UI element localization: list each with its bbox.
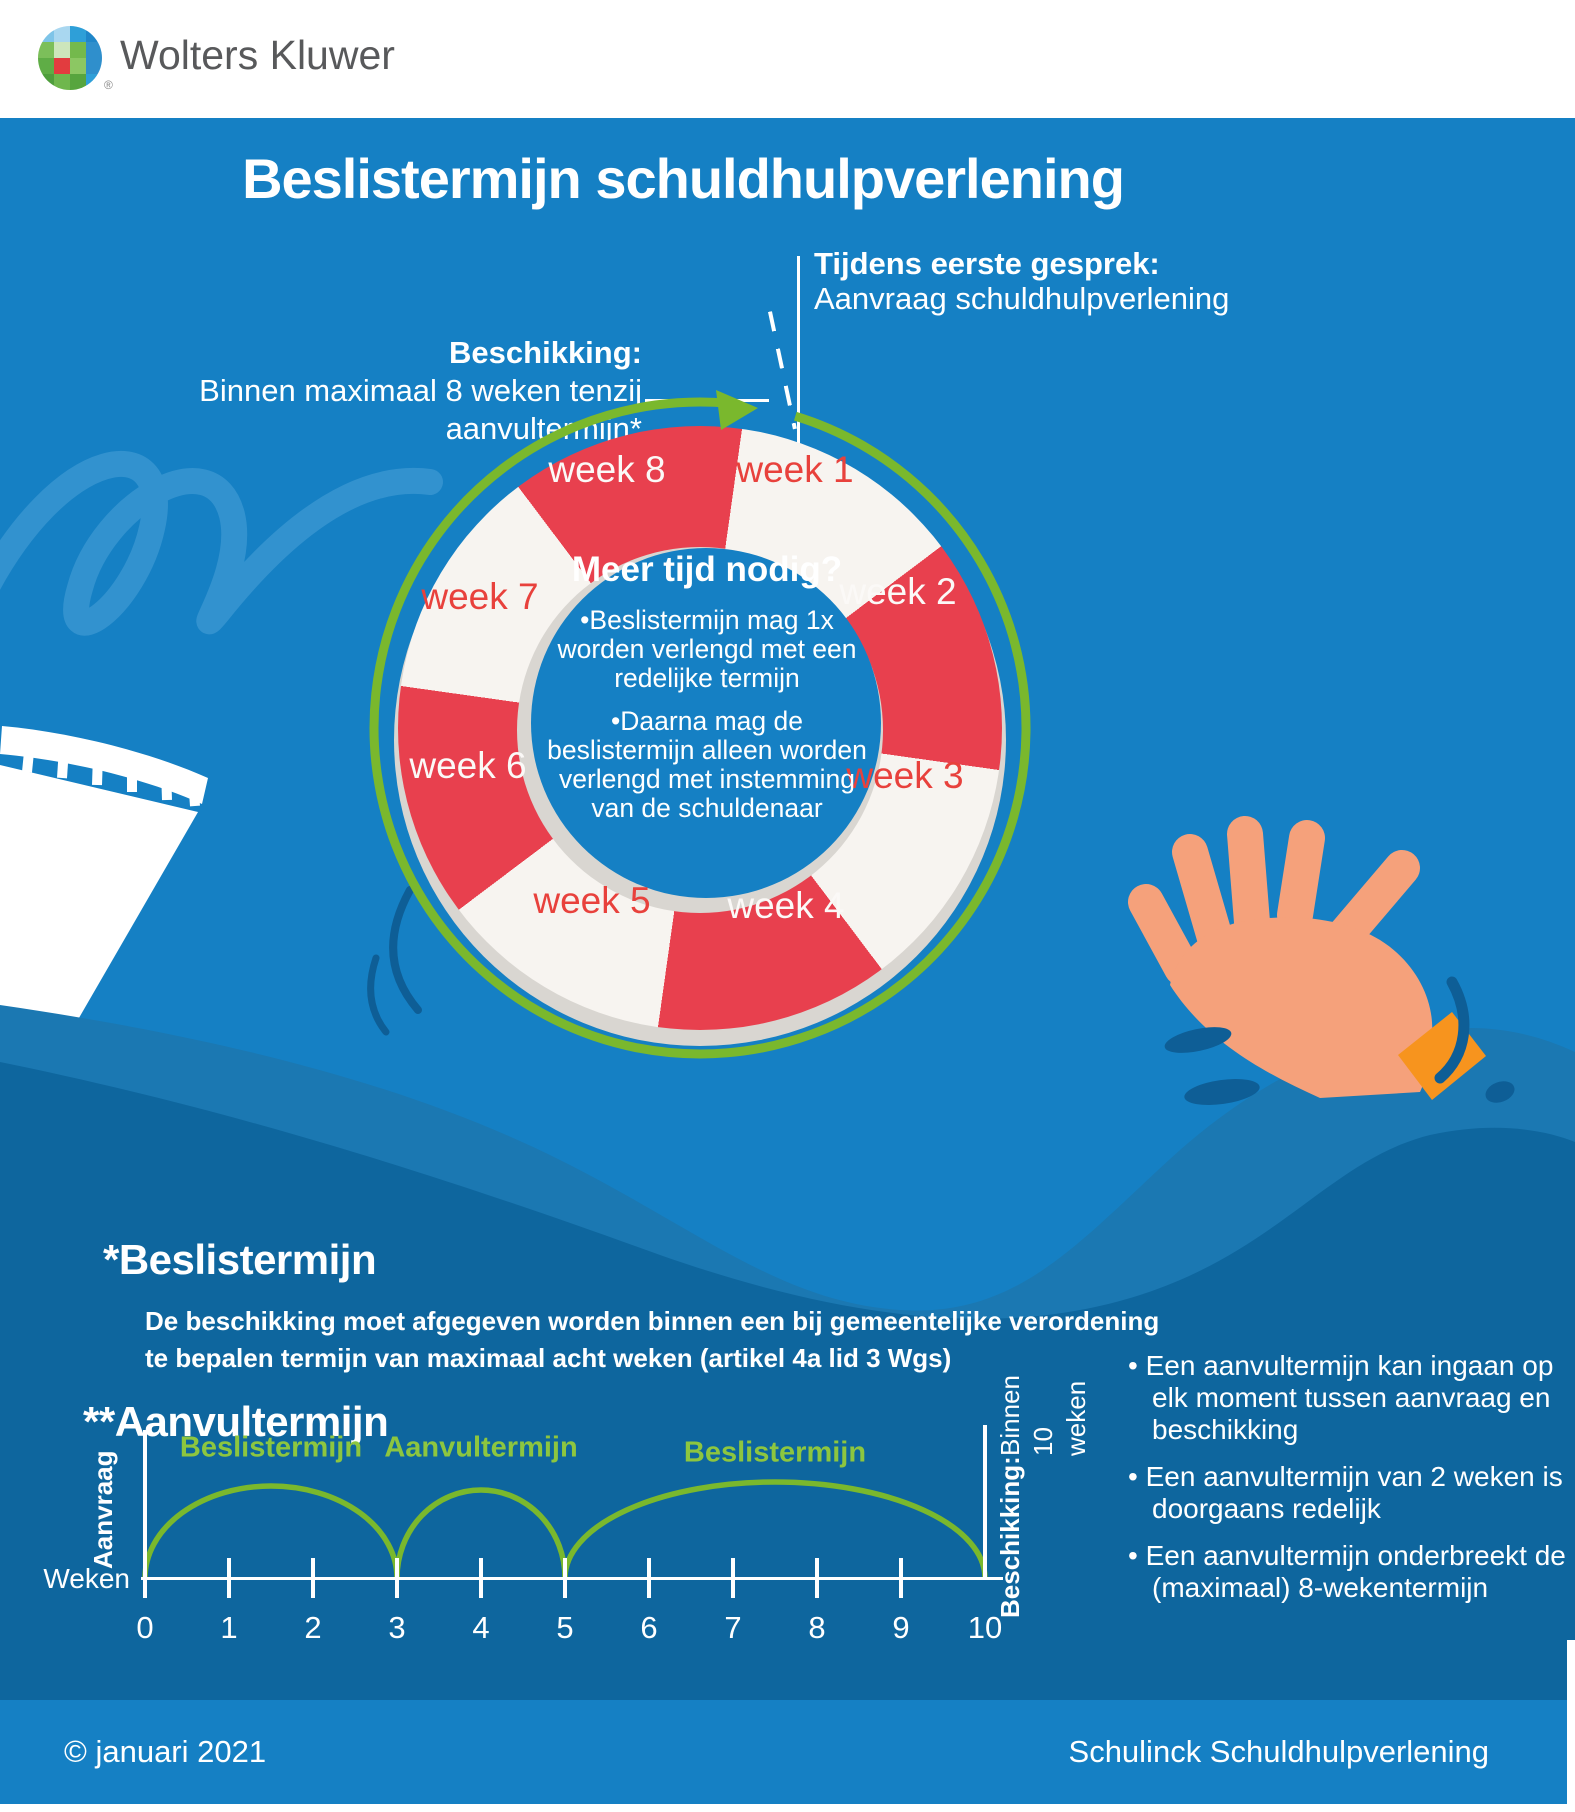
end-marker-text: Beschikking: Binnen 10 weken bbox=[994, 1375, 1093, 1618]
end-marker-line bbox=[983, 1425, 987, 1578]
hand-fingers bbox=[1128, 816, 1420, 986]
registered-mark: ® bbox=[104, 78, 113, 92]
ticknum-2: 2 bbox=[304, 1610, 322, 1645]
beslistermijn-line2: te bepalen termijn van maximaal acht wek… bbox=[145, 1343, 952, 1373]
tick-1 bbox=[227, 1558, 231, 1598]
footer-date: © januari 2021 bbox=[64, 1734, 267, 1769]
logo-mosaic bbox=[38, 26, 102, 90]
arc-label-beslistermijn-1: Beslistermijn bbox=[179, 1431, 363, 1464]
ticknum-1: 1 bbox=[220, 1610, 238, 1645]
page-title: Beslistermijn schuldhulpverlening bbox=[242, 147, 1125, 210]
annotation-gesprek-heading: Tijdens eerste gesprek: bbox=[814, 246, 1160, 281]
tick-5 bbox=[563, 1558, 567, 1598]
annotation-gesprek-line2: Aanvraag schuldhulpverlening bbox=[814, 281, 1230, 316]
ticknum-4: 4 bbox=[472, 1610, 490, 1645]
week-label-5: week 5 bbox=[533, 880, 651, 921]
brand-name: Wolters Kluwer bbox=[120, 32, 395, 78]
end-marker-label: Binnen 10 weken bbox=[995, 1375, 1091, 1457]
ticknum-9: 9 bbox=[892, 1610, 910, 1645]
week-label-7: week 7 bbox=[421, 576, 539, 617]
background-decor bbox=[0, 451, 443, 1075]
edge-sliver bbox=[1567, 1640, 1575, 1804]
ticknum-3: 3 bbox=[388, 1610, 406, 1645]
annotation-beschikking-line2: Binnen maximaal 8 weken tenzij bbox=[199, 373, 642, 408]
hand-palm bbox=[1170, 917, 1433, 1098]
y-axis bbox=[143, 1430, 147, 1578]
center-bullet-1: Beslistermijn mag 1x worden verlengd met… bbox=[541, 606, 873, 693]
green-cycle-arc bbox=[369, 390, 1031, 1059]
x-axis bbox=[141, 1576, 1003, 1580]
annotation-eerste-gesprek: Tijdens eerste gesprek: Aanvraag schuldh… bbox=[814, 246, 1229, 316]
end-marker-heading: Beschikking: bbox=[995, 1456, 1025, 1618]
infographic-panel: Beslistermijn schuldhulpverlening Beschi… bbox=[0, 118, 1575, 1804]
week-label-6: week 6 bbox=[409, 745, 527, 786]
center-bullet-2: Daarna mag de beslistermijn alleen worde… bbox=[541, 707, 873, 823]
arc-label-aanvultermijn: Aanvultermijn bbox=[384, 1431, 578, 1464]
timeline-arcs bbox=[142, 1479, 988, 1579]
side-bullet-2: Een aanvultermijn van 2 weken is doorgaa… bbox=[1128, 1461, 1566, 1525]
ticknum-0: 0 bbox=[136, 1610, 154, 1645]
ticknum-5: 5 bbox=[556, 1610, 574, 1645]
tick-2 bbox=[311, 1558, 315, 1598]
week-label-4: week 4 bbox=[727, 885, 845, 926]
ticknum-6: 6 bbox=[640, 1610, 658, 1645]
beslistermijn-body: De beschikking moet afgegeven worden bin… bbox=[145, 1303, 1159, 1377]
beslistermijn-heading: *Beslistermijn bbox=[103, 1236, 377, 1283]
arc-label-beslistermijn-2: Beslistermijn bbox=[683, 1436, 867, 1469]
annotation-beschikking-heading: Beschikking: bbox=[449, 335, 642, 370]
side-bullet-3: Een aanvultermijn onderbreekt de (maxima… bbox=[1128, 1540, 1566, 1604]
ticknum-8: 8 bbox=[808, 1610, 826, 1645]
header-bar: ® Wolters Kluwer bbox=[0, 0, 1575, 118]
squiggle-decor bbox=[0, 451, 443, 636]
center-heading: Meer tijd nodig? bbox=[571, 550, 843, 589]
tick-4 bbox=[479, 1558, 483, 1598]
week-label-8: week 8 bbox=[548, 449, 666, 490]
x-axis-label: Weken bbox=[43, 1563, 130, 1594]
footer-brand: Schulinck Schuldhulpverlening bbox=[1068, 1734, 1489, 1769]
side-bullet-1: Een aanvultermijn kan ingaan op elk mome… bbox=[1128, 1350, 1566, 1446]
green-arrowhead-icon bbox=[716, 390, 758, 430]
tick-3 bbox=[395, 1558, 399, 1598]
wolters-kluwer-logo-icon bbox=[38, 26, 102, 90]
beslistermijn-line1: De beschikking moet afgegeven worden bin… bbox=[145, 1306, 1160, 1336]
aanvultermijn-heading: **Aanvultermijn bbox=[83, 1398, 389, 1445]
tick-7 bbox=[731, 1558, 735, 1598]
pointer-line-vertical bbox=[797, 256, 800, 443]
ticknum-7: 7 bbox=[724, 1610, 742, 1645]
boat-bow bbox=[0, 726, 208, 1075]
aanvultermijn-bullet-list: Een aanvultermijn kan ingaan op elk mome… bbox=[1128, 1350, 1566, 1619]
tick-0 bbox=[143, 1558, 147, 1598]
tick-8 bbox=[815, 1558, 819, 1598]
tick-6 bbox=[647, 1558, 651, 1598]
tick-9 bbox=[899, 1558, 903, 1598]
lifebuoy-center-text: Meer tijd nodig? Beslistermijn mag 1x wo… bbox=[541, 550, 873, 837]
swoosh-lines bbox=[367, 886, 422, 1036]
reaching-hand bbox=[1128, 816, 1515, 1106]
splash-drops bbox=[1164, 1027, 1515, 1106]
week-label-1: week 1 bbox=[736, 449, 854, 490]
splash-arc bbox=[1434, 976, 1470, 1084]
ticknum-10: 10 bbox=[967, 1610, 1003, 1645]
